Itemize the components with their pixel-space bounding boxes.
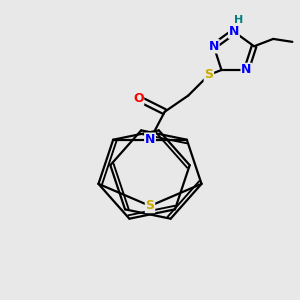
Text: N: N [208, 40, 219, 53]
Text: N: N [145, 133, 155, 146]
Text: N: N [241, 64, 252, 76]
Text: O: O [133, 92, 143, 105]
Text: S: S [204, 68, 213, 81]
Text: N: N [229, 25, 239, 38]
Text: S: S [146, 200, 154, 212]
Text: H: H [234, 15, 243, 25]
